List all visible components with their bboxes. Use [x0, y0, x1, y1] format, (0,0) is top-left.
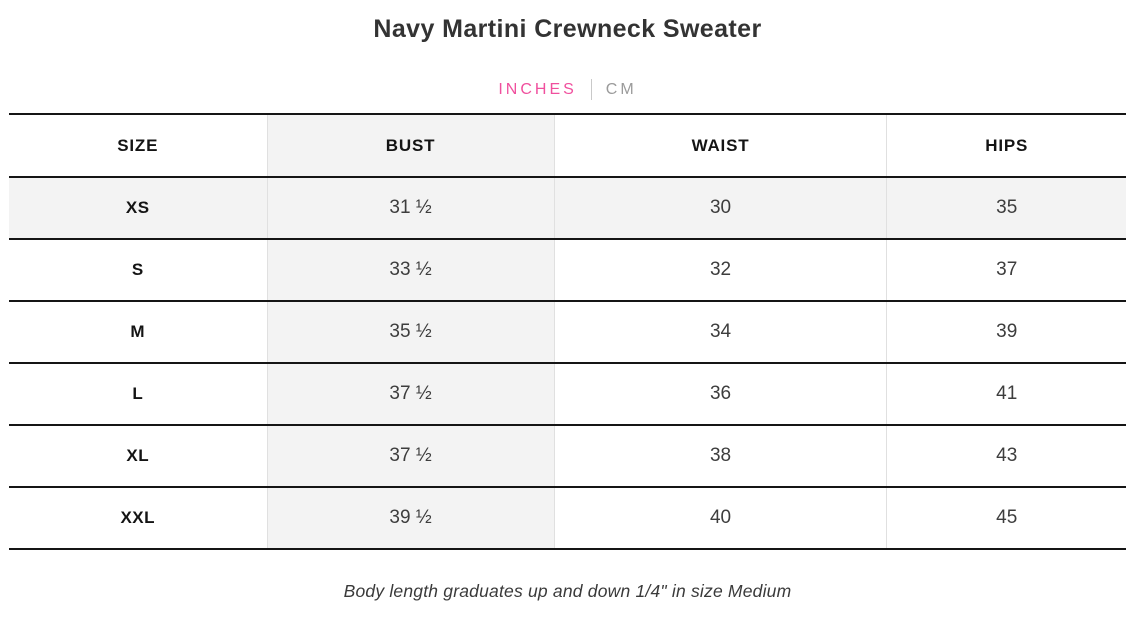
unit-toggle-divider: [590, 79, 592, 100]
size-guide-panel: Navy Martini Crewneck Sweater INCHES CM …: [0, 15, 1135, 602]
table-row: L 37 ½ 36 41: [9, 363, 1126, 425]
hips-cell: 39: [886, 301, 1126, 363]
column-header-size: SIZE: [9, 114, 268, 177]
table-row: S 33 ½ 32 37: [9, 239, 1126, 301]
unit-option-cm[interactable]: CM: [605, 80, 637, 98]
bust-cell: 39 ½: [266, 487, 555, 549]
waist-cell: 32: [553, 239, 887, 301]
footnote: Body length graduates up and down 1/4" i…: [343, 581, 792, 601]
table-row: M 35 ½ 34 39: [9, 301, 1126, 363]
bust-cell: 31 ½: [266, 177, 555, 239]
size-table-body: XS 31 ½ 30 35 S 33 ½ 32 37 M 35 ½ 34 39 L 37 ½ 36 41 XL 3…: [9, 177, 1126, 549]
size-cell: XS: [9, 177, 268, 239]
bust-cell: 35 ½: [266, 301, 555, 363]
size-cell: S: [131, 260, 144, 279]
size-cell: XL: [126, 446, 150, 465]
size-chart-table: SIZE BUST WAIST HIPS XS 31 ½ 30 35 S 33 ½ 32 37…: [9, 113, 1126, 550]
waist-cell: 34: [553, 301, 887, 363]
hips-cell: 41: [886, 363, 1126, 425]
table-row: XL 37 ½ 38 43: [9, 425, 1126, 487]
waist-cell: 30: [553, 177, 887, 239]
waist-cell: 40: [553, 487, 887, 549]
column-header-waist: WAIST: [553, 114, 887, 177]
bust-cell: 37 ½: [266, 425, 555, 487]
bust-cell: 37 ½: [266, 363, 555, 425]
unit-option-inches[interactable]: INCHES: [498, 80, 577, 98]
column-header-hips: HIPS: [886, 114, 1126, 177]
size-cell: L: [132, 384, 144, 403]
unit-toggle: INCHES CM: [0, 79, 1135, 100]
waist-cell: 38: [553, 425, 887, 487]
hips-cell: 35: [886, 177, 1126, 239]
waist-cell: 36: [553, 363, 887, 425]
hips-cell: 43: [886, 425, 1126, 487]
page-title: Navy Martini Crewneck Sweater: [373, 15, 762, 43]
size-cell: XXL: [120, 508, 156, 527]
hips-cell: 37: [886, 239, 1126, 301]
hips-cell: 45: [886, 487, 1126, 549]
size-cell: M: [130, 322, 146, 341]
table-row: XXL 39 ½ 40 45: [9, 487, 1126, 549]
header-row: SIZE BUST WAIST HIPS: [9, 114, 1126, 177]
column-header-bust: BUST: [266, 114, 555, 177]
table-row: XS 31 ½ 30 35: [9, 177, 1126, 239]
bust-cell: 33 ½: [266, 239, 555, 301]
